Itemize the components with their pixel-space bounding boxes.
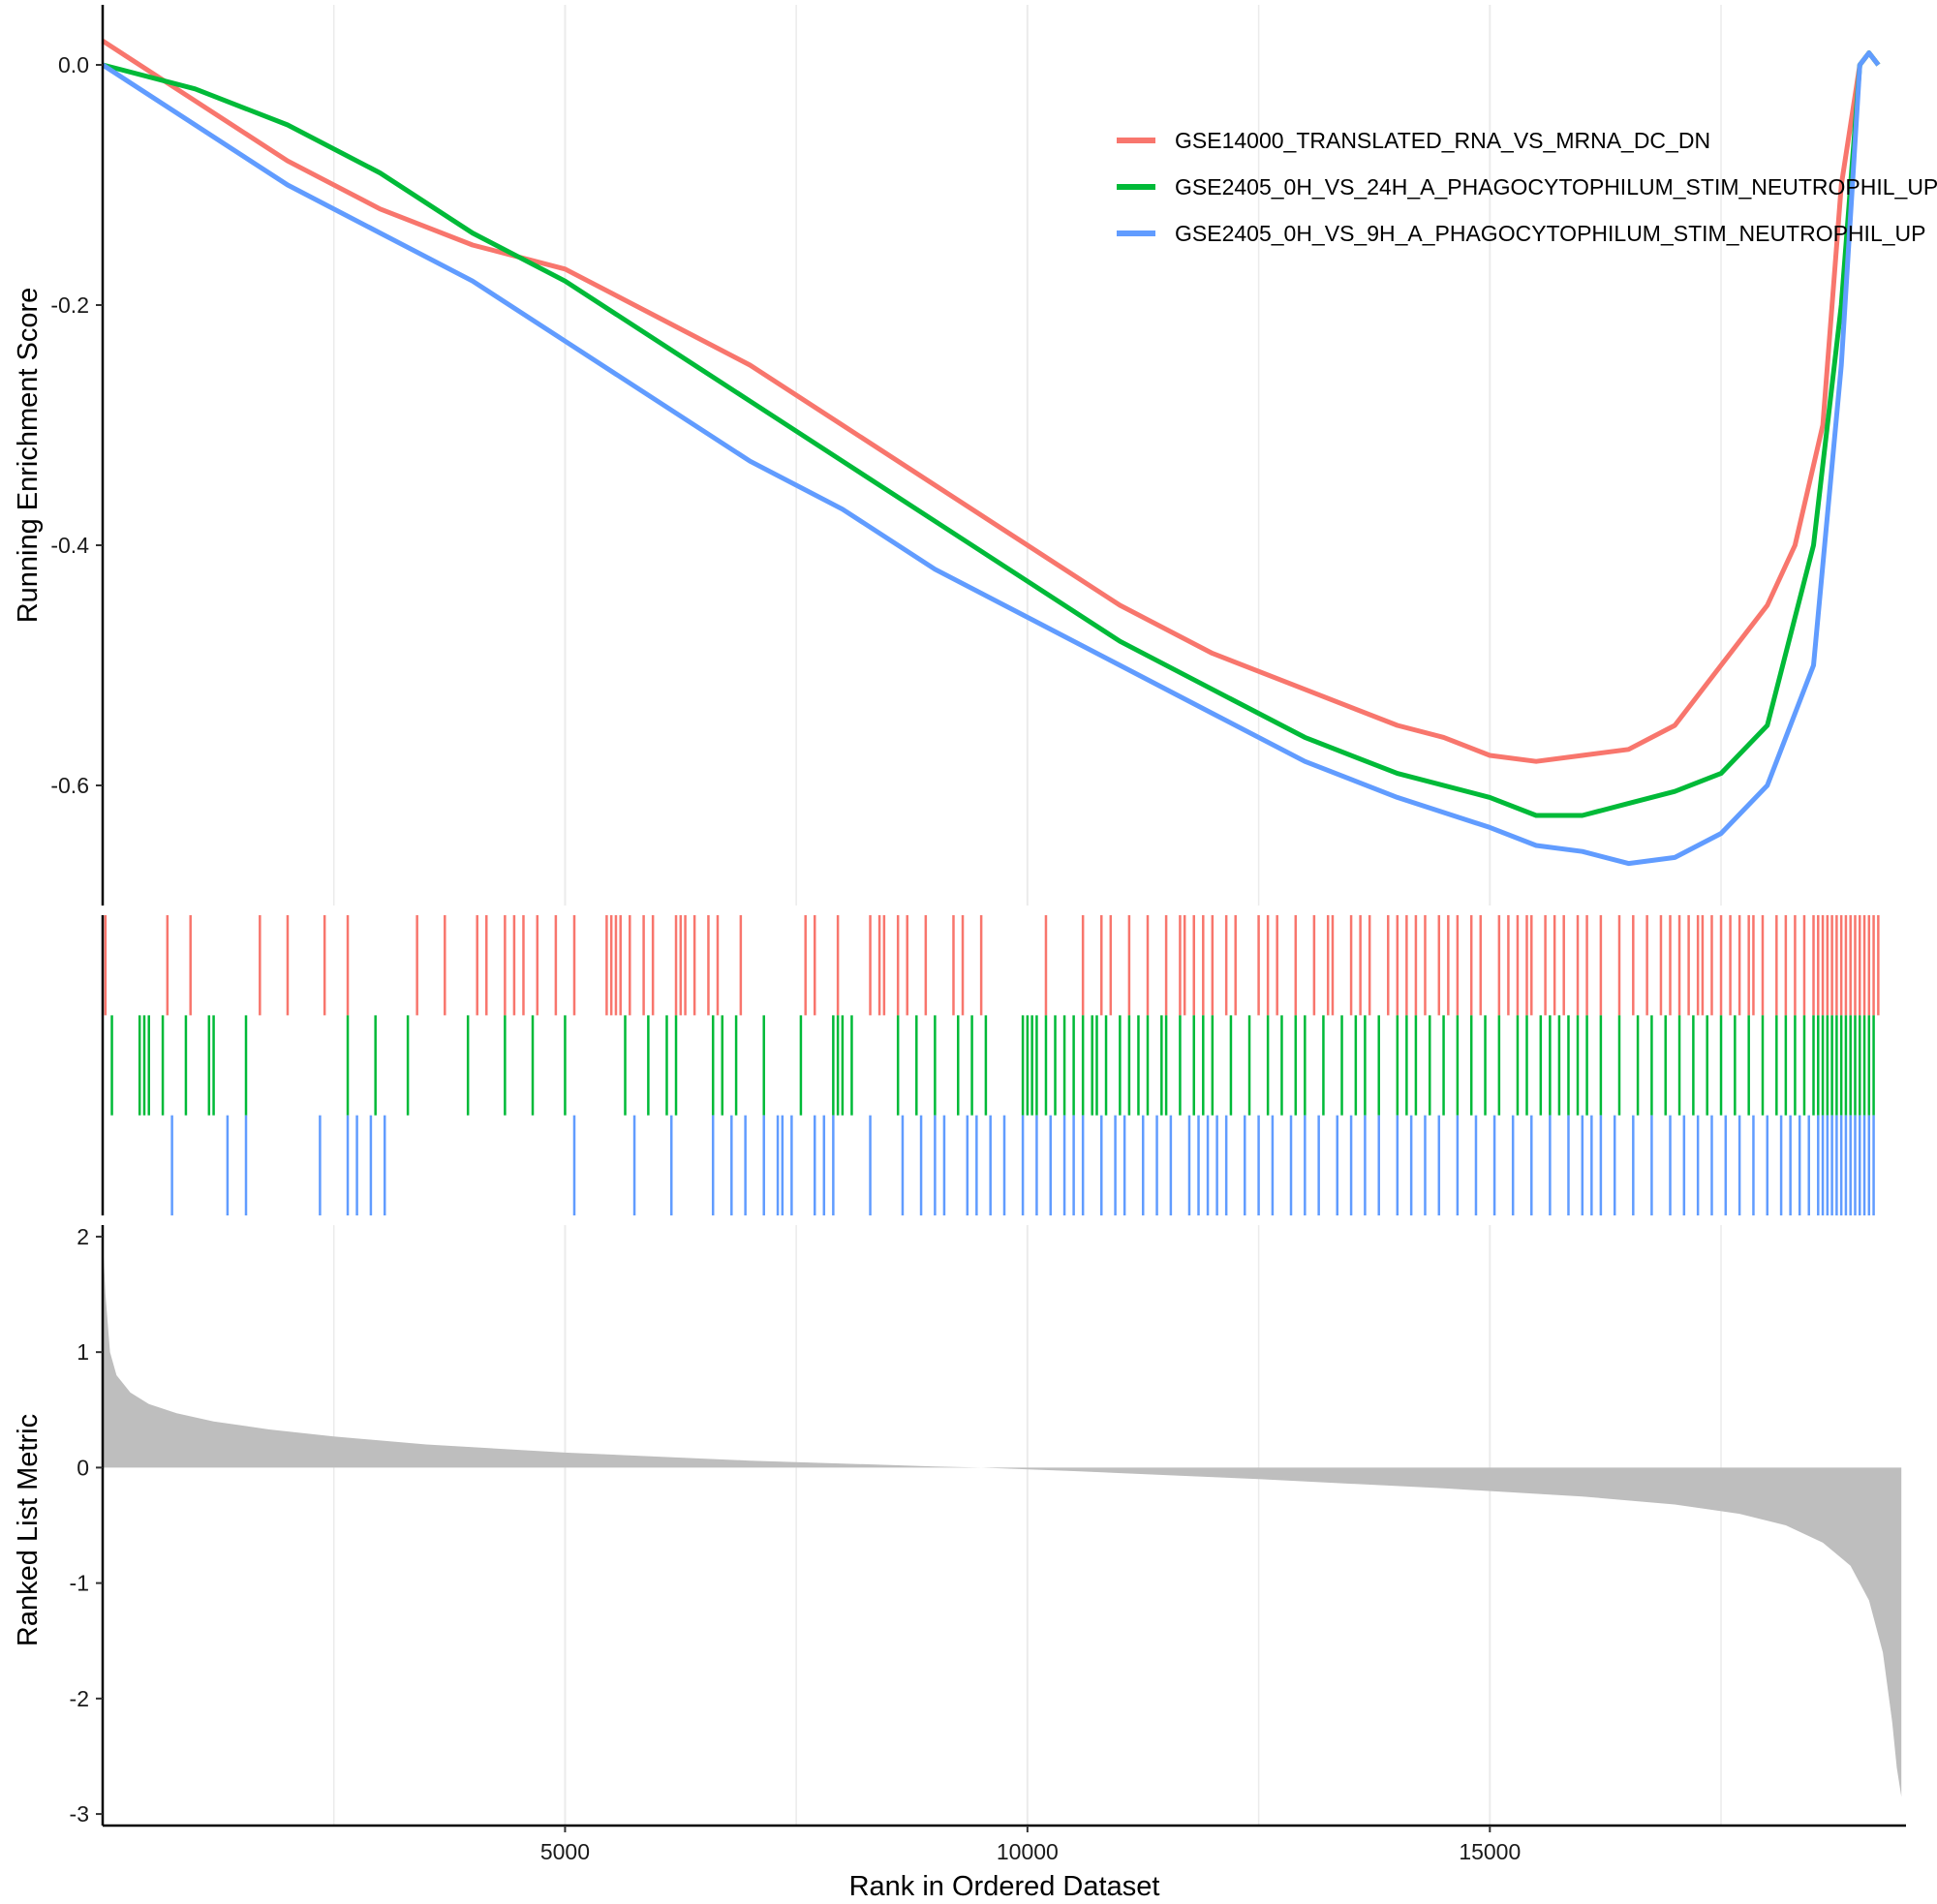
y-axis-title-enrichment-score: Running Enrichment Score [13,288,44,624]
metric-y-tick-label: -2 [70,1686,89,1711]
metric-y-tick-label: -3 [70,1801,89,1827]
x-tick-label: 15000 [1459,1839,1521,1864]
ranked-list-metric-panel [103,1236,1902,1797]
legend-label-series-2: GSE2405_0H_VS_9H_A_PHAGOCYTOPHILUM_STIM_… [1175,221,1925,246]
x-axis-title: Rank in Ordered Dataset [849,1871,1160,1902]
y-axis-title-ranked-metric: Ranked List Metric [13,1414,44,1646]
x-tick-label: 5000 [540,1839,590,1864]
hit-positions-panel [104,915,1880,1215]
es-y-tick-label: 0.0 [58,52,89,77]
es-y-tick-label: -0.2 [50,292,89,318]
running-enrichment-score-panel [101,39,1881,867]
es-line-series-0 [101,39,1881,764]
es-y-tick-label: -0.4 [50,533,89,558]
legend-label-series-0: GSE14000_TRANSLATED_RNA_VS_MRNA_DC_DN [1175,128,1710,153]
x-tick-label: 10000 [997,1839,1059,1864]
metric-y-tick-label: 0 [77,1455,89,1480]
es-line-series-1 [102,50,1881,818]
metric-y-tick-label: 1 [77,1339,89,1365]
es-y-tick-label: -0.6 [50,773,89,798]
es-line-series-2 [101,50,1881,867]
metric-y-tick-label: -1 [70,1571,89,1596]
metric-y-tick-label: 2 [77,1224,89,1249]
legend: GSE14000_TRANSLATED_RNA_VS_MRNA_DC_DN GSE… [1117,128,1937,246]
grid-layer [332,5,1722,1826]
legend-label-series-1: GSE2405_0H_VS_24H_A_PHAGOCYTOPHILUM_STIM… [1175,174,1937,200]
ranked-metric-area [103,1236,1902,1797]
axes-layer: 0.0 -0.2 -0.4 -0.6 2 1 0 -1 -2 -3 5000 10000 15000 [50,5,1906,1864]
